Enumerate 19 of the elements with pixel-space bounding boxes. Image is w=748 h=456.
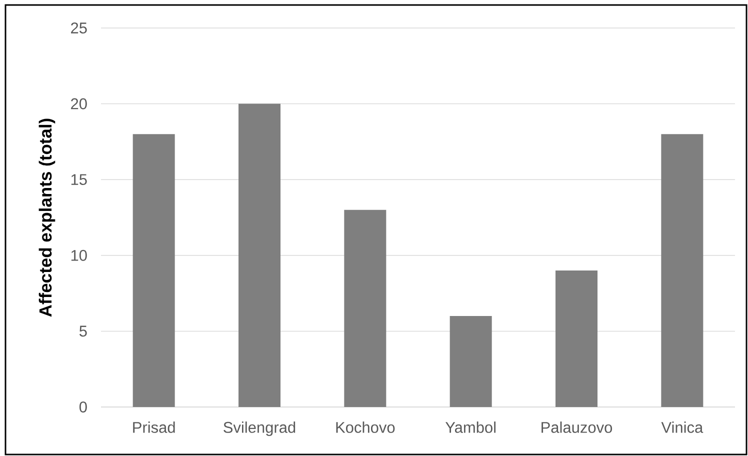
bar xyxy=(238,104,280,407)
bar xyxy=(450,316,492,407)
y-tick-label: 15 xyxy=(71,174,87,186)
x-tick-label: Prisad xyxy=(133,422,175,433)
y-axis-title: Affected explants (total) xyxy=(38,118,56,317)
y-tick-label: 20 xyxy=(71,98,87,110)
bar xyxy=(556,270,598,407)
x-tick-label: Palauzovo xyxy=(542,422,612,433)
bar xyxy=(661,134,704,407)
x-tick-label: Vinica xyxy=(661,422,704,433)
bar xyxy=(344,210,386,407)
y-tick-label: 5 xyxy=(79,326,87,337)
bar xyxy=(132,134,175,407)
x-tick-label: Svilengrad xyxy=(224,422,296,436)
y-tick-label: 0 xyxy=(79,402,87,412)
y-tick-label: 25 xyxy=(71,22,87,34)
y-tick-label: 10 xyxy=(71,250,87,261)
x-tick-label: Yambol xyxy=(445,422,496,433)
x-tick-label: Kochovo xyxy=(336,422,395,433)
